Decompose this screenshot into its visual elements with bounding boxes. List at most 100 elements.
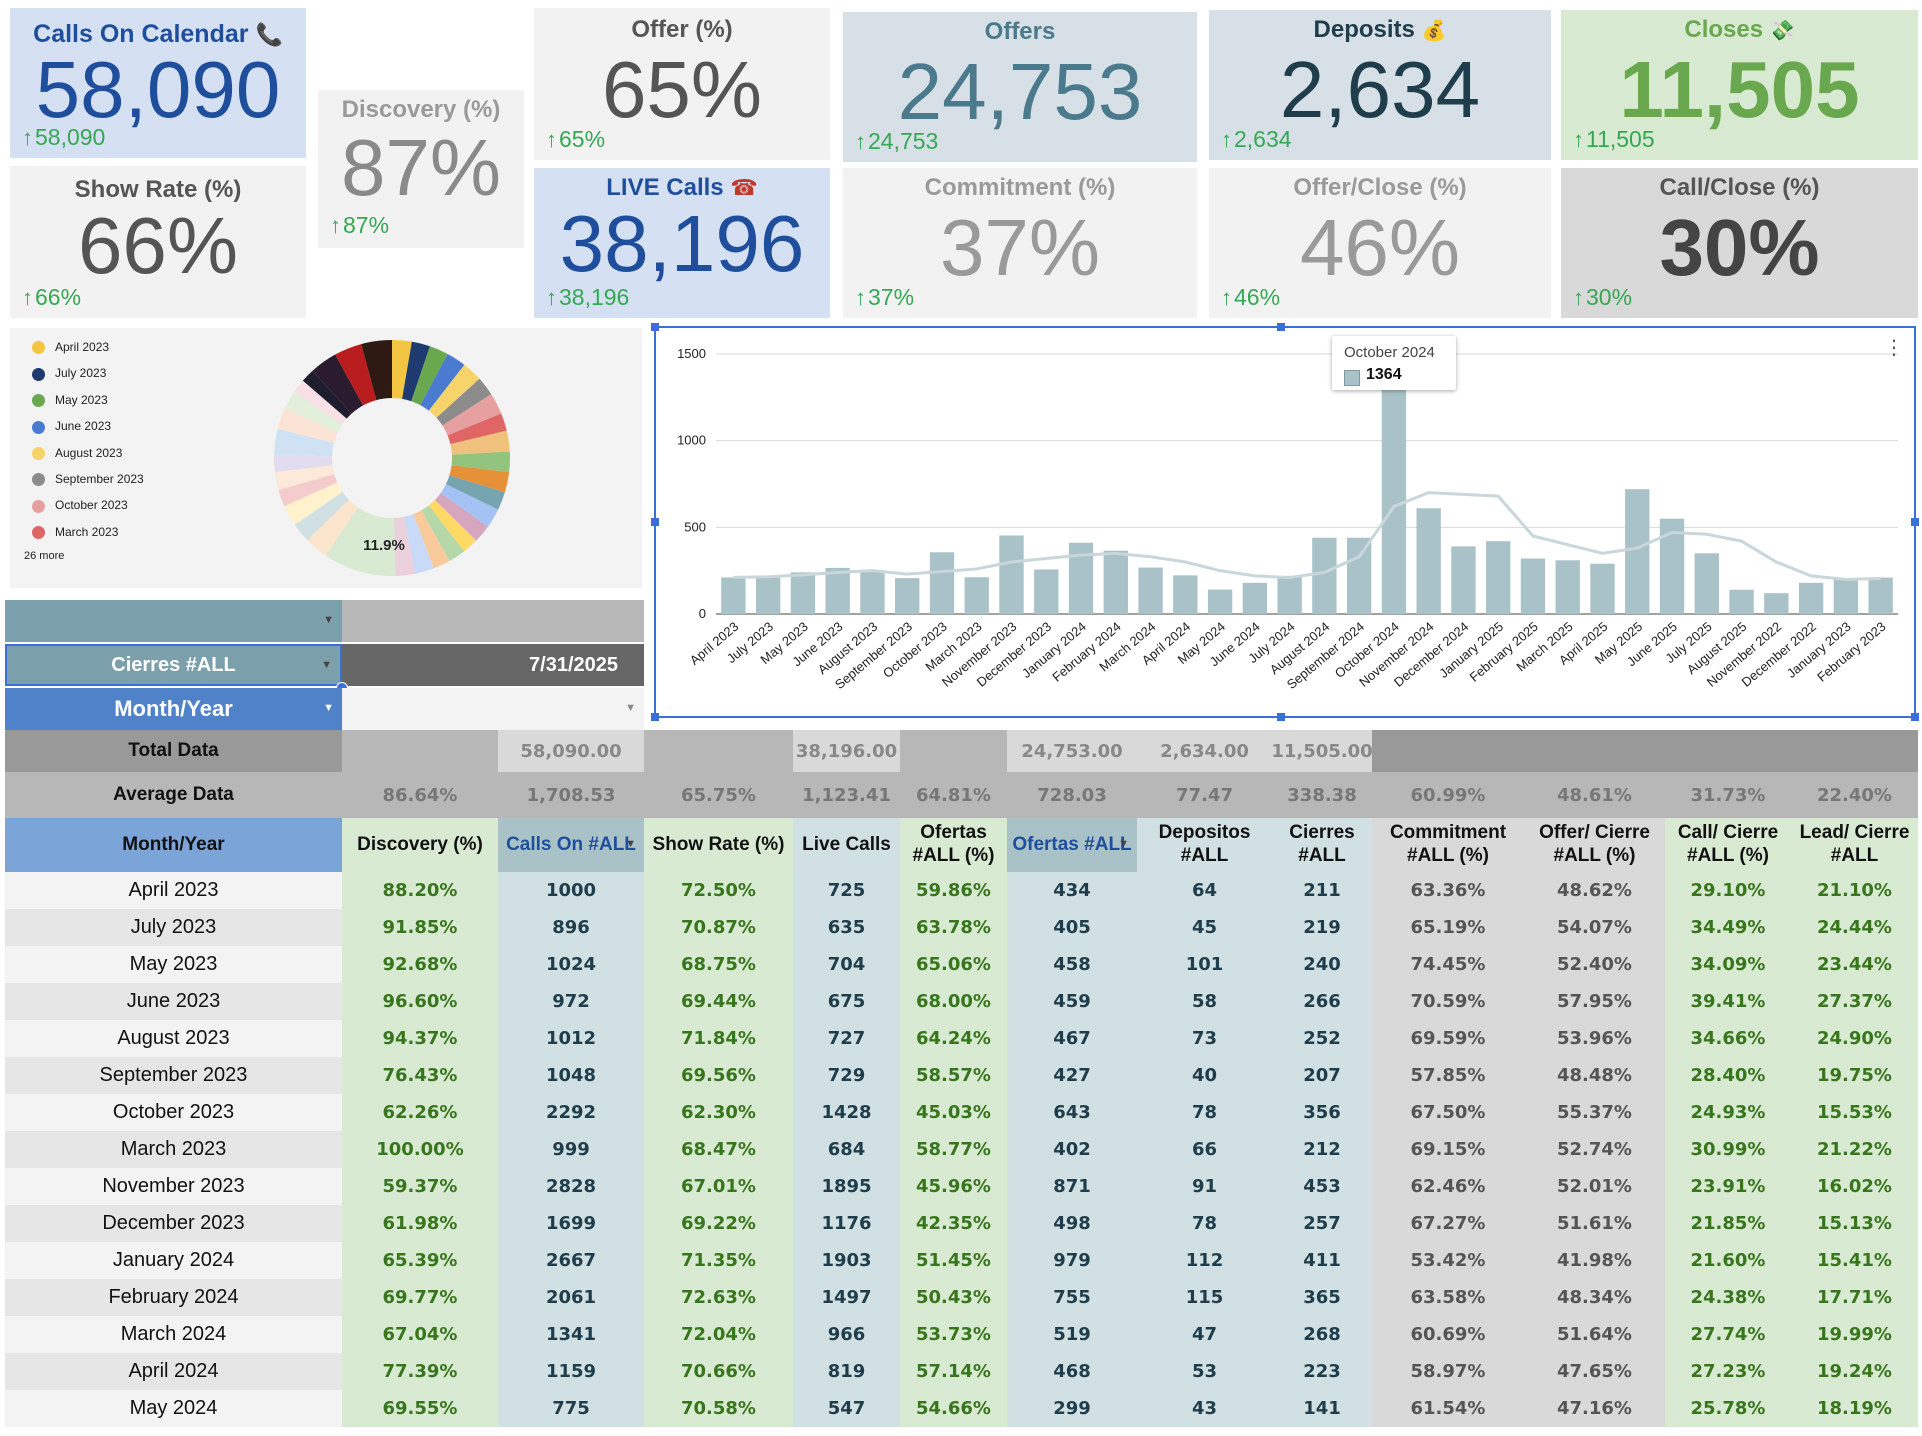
pie-slice[interactable] [274, 465, 335, 490]
month-year-dropdown[interactable]: Month/Year ▼ [5, 688, 342, 730]
resize-handle[interactable] [651, 518, 659, 526]
bar[interactable] [1138, 567, 1163, 614]
bar[interactable] [895, 578, 920, 614]
bar[interactable] [1103, 550, 1128, 614]
bar[interactable] [1416, 508, 1441, 614]
pie-slice[interactable] [277, 407, 338, 444]
column-header[interactable]: Cierres #ALL [1272, 818, 1372, 872]
bar[interactable] [1694, 553, 1719, 614]
bar[interactable] [1833, 579, 1859, 614]
chevron-down-icon[interactable]: ▼ [1118, 838, 1129, 850]
bar[interactable] [790, 572, 816, 614]
column-header[interactable]: Depositos #ALL [1137, 818, 1272, 872]
column-header[interactable]: Commitment #ALL (%) [1372, 818, 1524, 872]
metric-dropdown[interactable]: Cierres #ALL ▼ [5, 644, 342, 686]
pie-slice[interactable] [420, 353, 465, 411]
resize-handle[interactable] [1911, 518, 1919, 526]
pie-slice[interactable] [421, 505, 465, 561]
pie-slice[interactable] [307, 499, 359, 556]
pie-legend-item[interactable]: March 2023 [32, 525, 118, 540]
bar[interactable] [1625, 489, 1650, 614]
column-header[interactable]: Discovery (%) [342, 818, 498, 872]
bar[interactable] [1346, 537, 1372, 614]
bar[interactable] [860, 570, 885, 614]
column-header[interactable]: Lead/ Cierre #ALL [1791, 818, 1918, 872]
pie-slice[interactable] [285, 392, 343, 433]
bar[interactable] [929, 552, 955, 614]
pie-slice[interactable] [284, 482, 343, 525]
bar[interactable] [1555, 560, 1580, 614]
bar[interactable] [1590, 563, 1615, 614]
bar-chart-panel[interactable]: 0 500 1000 1500 April 2023 July 2023 May 2023 J… [651, 323, 1919, 721]
pie-legend-item[interactable]: May 2023 [32, 393, 108, 408]
resize-handle[interactable] [1277, 713, 1285, 721]
pie-legend-more[interactable]: 26 more [24, 550, 65, 562]
resize-handle[interactable] [651, 323, 659, 331]
bar[interactable] [964, 577, 989, 614]
pie-legend-item[interactable]: September 2023 [32, 472, 144, 487]
bar[interactable] [1486, 541, 1511, 614]
column-header[interactable]: Calls On #ALL ▼ [498, 818, 644, 872]
pie-slice[interactable] [411, 346, 448, 406]
bar[interactable] [825, 567, 850, 614]
pie-slice[interactable] [392, 340, 412, 399]
pie-slice[interactable] [274, 428, 334, 457]
pie-slice[interactable] [434, 492, 488, 541]
pie-slice[interactable] [413, 510, 450, 569]
bar[interactable] [1381, 377, 1407, 614]
date-cell[interactable]: 7/31/2025 [342, 644, 644, 686]
pie-slice[interactable] [442, 394, 502, 436]
pie-chart-panel[interactable]: April 2023 July 2023 May 2023 June 2023 Augu… [10, 328, 642, 588]
pie-legend-item[interactable]: October 2023 [32, 498, 128, 513]
column-header[interactable]: Ofertas #ALL (%) [900, 818, 1007, 872]
pie-slice[interactable] [294, 491, 349, 541]
pie-slice[interactable] [278, 474, 338, 507]
column-header[interactable]: Live Calls [793, 818, 900, 872]
pie-slice[interactable] [402, 341, 430, 402]
column-header[interactable]: Month/Year [5, 818, 342, 872]
bar[interactable] [1207, 589, 1233, 614]
bar[interactable] [1173, 575, 1198, 614]
column-header[interactable]: Offer/ Cierre #ALL (%) [1524, 818, 1665, 872]
pie-slice[interactable] [428, 364, 480, 418]
bar[interactable] [1312, 537, 1337, 614]
column-header[interactable]: Show Rate (%) [644, 818, 793, 872]
pie-legend-item[interactable]: August 2023 [32, 446, 122, 460]
filter-empty-dropdown[interactable]: ▼ [5, 600, 342, 642]
pie-slice[interactable] [450, 430, 510, 455]
bar[interactable] [1520, 558, 1546, 614]
column-header[interactable]: Ofertas #ALL ▼ [1007, 818, 1137, 872]
bar[interactable] [721, 577, 746, 614]
more-options-icon[interactable]: ⋮ [1884, 337, 1904, 359]
pie-slice[interactable] [312, 354, 364, 414]
resize-handle[interactable] [651, 713, 659, 721]
bar[interactable] [1451, 546, 1476, 614]
pie-slice[interactable] [447, 413, 507, 445]
pie-chart[interactable]: 11.9% [262, 328, 522, 588]
pie-slice[interactable] [445, 475, 505, 510]
pie-slice[interactable] [302, 370, 352, 419]
chevron-down-icon[interactable]: ▼ [625, 838, 636, 850]
pie-slice[interactable] [335, 344, 377, 406]
bar[interactable] [1277, 575, 1302, 614]
pie-legend-item[interactable]: June 2023 [32, 419, 111, 434]
pie-slice[interactable] [451, 451, 510, 473]
pie-slice[interactable] [325, 507, 396, 576]
column-header[interactable]: Call/ Cierre #ALL (%) [1665, 818, 1791, 872]
pie-slice[interactable] [361, 340, 392, 401]
pie-slice[interactable] [294, 380, 347, 425]
bar[interactable] [1242, 582, 1268, 614]
bar[interactable] [1729, 589, 1754, 614]
pie-slice[interactable] [436, 378, 492, 426]
bar[interactable] [1798, 582, 1824, 614]
pie-slice[interactable] [428, 500, 477, 552]
bar[interactable] [999, 535, 1024, 614]
pie-legend-item[interactable]: April 2023 [32, 340, 109, 355]
pie-slice[interactable] [393, 516, 416, 576]
bar[interactable] [1764, 593, 1789, 614]
bar[interactable] [755, 576, 781, 614]
pie-slice[interactable] [440, 484, 499, 527]
month-year-value-dropdown[interactable]: ▼ [342, 688, 644, 730]
pie-slice[interactable] [403, 514, 434, 574]
